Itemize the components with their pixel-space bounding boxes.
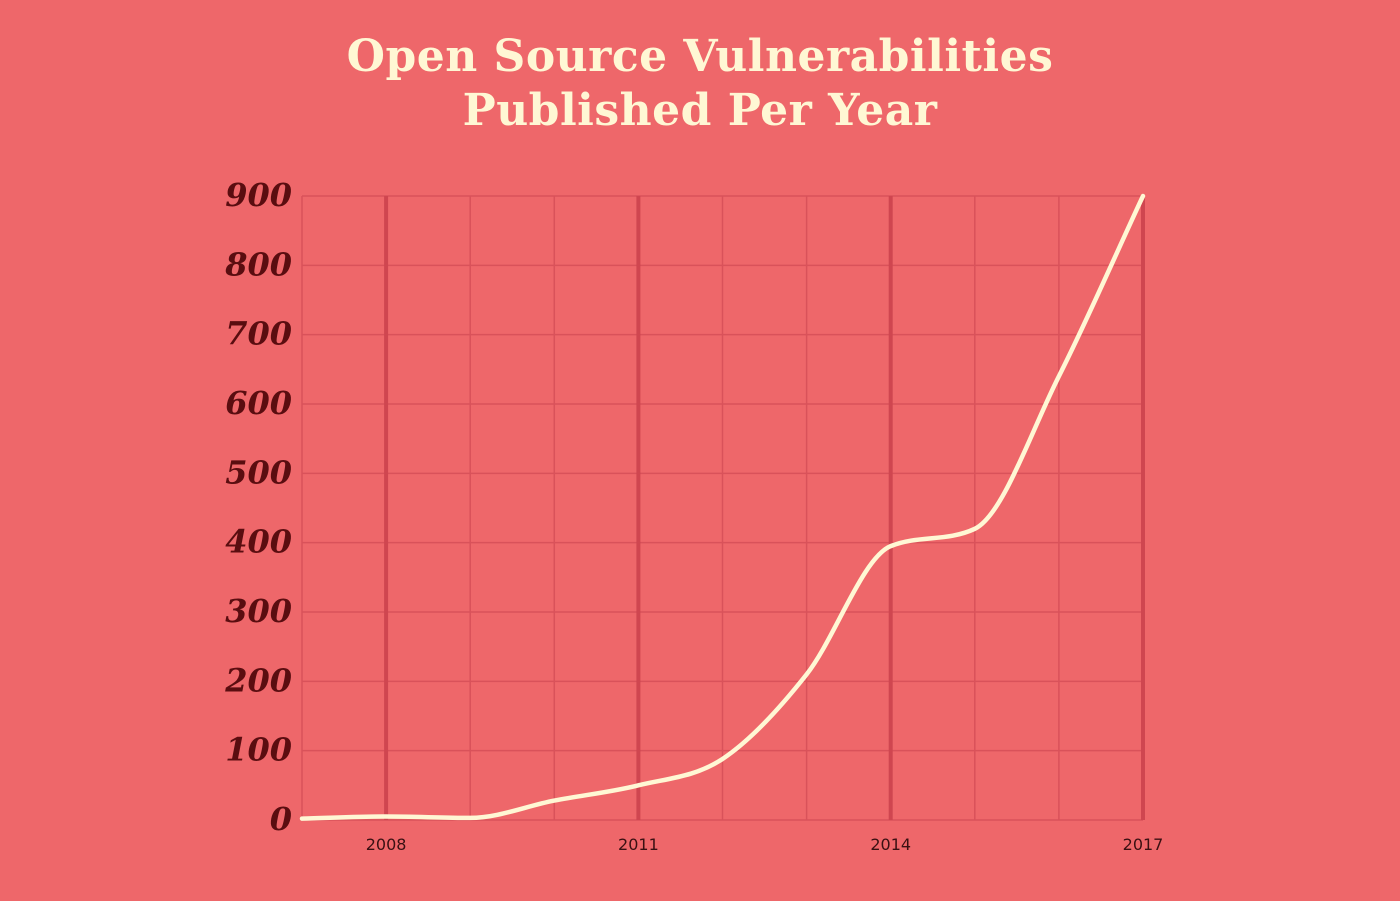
grid	[301, 195, 1145, 821]
chart-title-line-2: Published Per Year	[462, 85, 938, 136]
x-tick-label: 2011	[618, 835, 659, 854]
y-axis-ticks: 0 100 200 300 400 500 600 700 800 900	[224, 176, 292, 838]
y-tick-label: 400	[225, 523, 292, 561]
series-line	[299, 193, 1146, 821]
x-axis-ticks: 2008 2011 2014 2017	[366, 835, 1164, 854]
x-tick-label: 2014	[870, 835, 911, 854]
y-tick-label: 200	[224, 661, 292, 699]
x-tick-label: 2008	[366, 835, 407, 854]
y-tick-label: 700	[225, 315, 292, 353]
chart-title: Open Source Vulnerabilities Published Pe…	[0, 30, 1400, 138]
y-tick-label: 900	[225, 176, 292, 214]
y-tick-label: 600	[225, 384, 292, 422]
y-tick-label: 800	[224, 245, 292, 283]
y-tick-label: 100	[225, 731, 292, 769]
y-tick-label: 0	[270, 800, 292, 838]
series	[299, 193, 1146, 821]
y-tick-label: 500	[225, 453, 292, 491]
chart-title-line-1: Open Source Vulnerabilities	[346, 31, 1054, 82]
x-tick-label: 2017	[1123, 835, 1164, 854]
y-tick-label: 300	[225, 592, 292, 630]
